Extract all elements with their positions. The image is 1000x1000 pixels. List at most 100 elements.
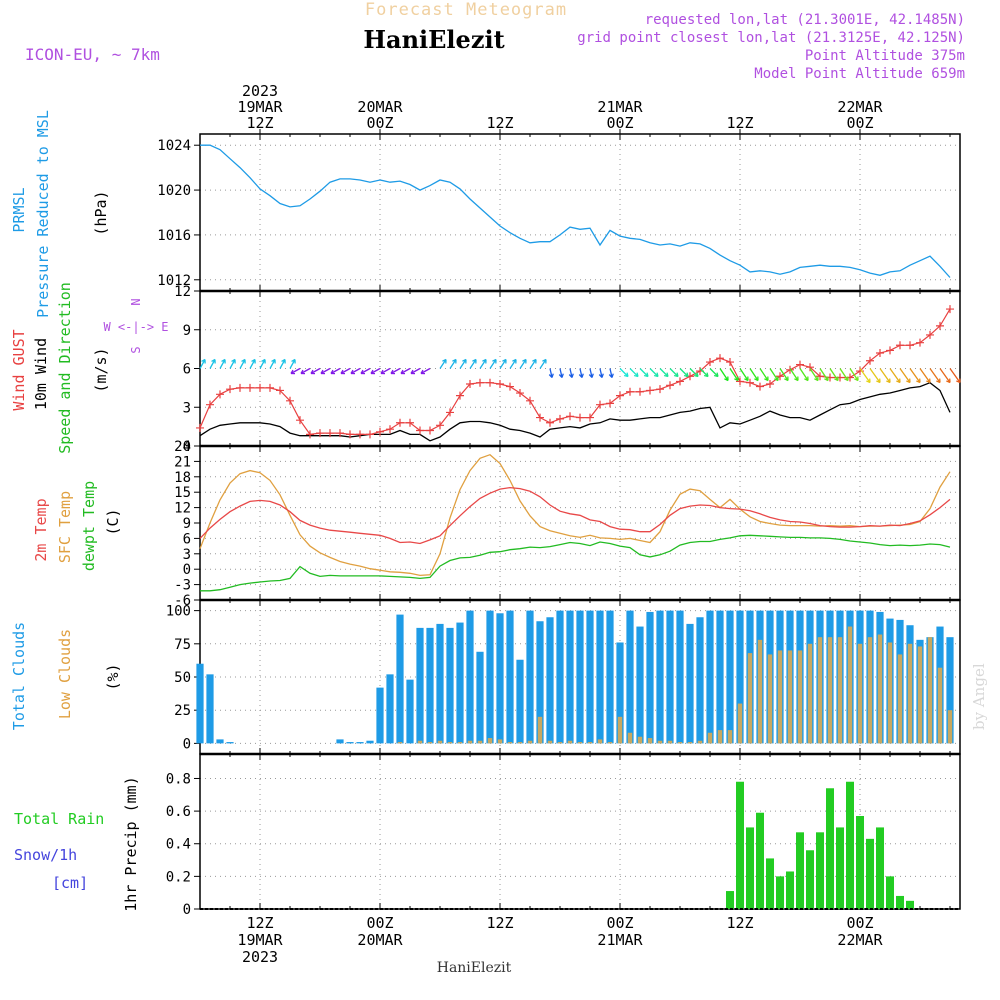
total-clouds-bar [466, 610, 474, 744]
bottom-time-label: 00Z [366, 914, 393, 932]
wind-direction-arrow [219, 359, 226, 369]
pressure-ytick-label: 1024 [157, 138, 191, 154]
top-time-label: 00Z [606, 114, 633, 132]
requested-coords: requested lon,lat (21.3001E, 42.1485N) [645, 12, 965, 28]
top-time-label: 12Z [486, 114, 513, 132]
wind-direction-arrow [239, 359, 246, 369]
wind-direction-arrowhead [764, 376, 769, 382]
wind-direction-arrow [209, 359, 216, 369]
low-clouds-bar [437, 740, 443, 744]
wind-direction-arrow [420, 367, 431, 375]
wind-direction-arrowhead [410, 369, 416, 375]
wind-direction-arrowhead [724, 376, 729, 382]
gust-marker [196, 423, 204, 432]
wind10m-label: 10m Wind [32, 338, 50, 410]
total-clouds-bar [596, 610, 604, 744]
precipitation-ytick-label: 0.6 [166, 804, 191, 820]
wind-ytick-label: 3 [183, 400, 191, 416]
low-clouds-bar [767, 654, 773, 744]
total-clouds-bar [476, 651, 484, 744]
low-clouds-label: Low Clouds [56, 629, 74, 719]
low-clouds-bar [717, 730, 723, 744]
total-clouds-bar [426, 627, 434, 744]
wind-direction-arrow [949, 368, 961, 383]
total-clouds-bar [336, 739, 344, 744]
gust-marker [596, 400, 604, 409]
top-time-label: 00Z [846, 114, 873, 132]
total-rain-label: Total Rain [14, 810, 104, 828]
total-clouds-bar [586, 610, 594, 744]
gust-marker [916, 338, 924, 347]
top-time-label: 19MAR [237, 98, 283, 116]
low-clouds-bar [547, 740, 553, 744]
clouds-unit-label: (%) [104, 663, 122, 690]
rain-bar [806, 850, 814, 909]
rain-bar [766, 858, 774, 909]
precipitation-ytick-label: 0.4 [166, 837, 191, 853]
gust-marker [276, 386, 284, 395]
wind-direction-arrow [380, 367, 391, 375]
wind-direction-arrow [489, 359, 497, 369]
gust-marker [396, 418, 404, 427]
total-clouds-bar [346, 742, 354, 744]
temperature-ytick-label: -6 [174, 593, 191, 609]
gust-marker [946, 305, 954, 314]
precip-axis-label: 1hr Precip (mm) [122, 776, 140, 911]
total-clouds-bar [416, 627, 424, 744]
precipitation-ytick-label: 0 [183, 902, 191, 918]
low-clouds-bar [857, 643, 863, 744]
rain-bar [906, 900, 914, 909]
wind-direction-arrowhead [251, 358, 256, 364]
wind-direction-arrow [719, 368, 729, 381]
total-clouds-bar [376, 687, 384, 744]
wind-direction-arrow [829, 368, 839, 381]
temperature-ytick-label: 6 [183, 531, 191, 547]
low-clouds-bar [947, 710, 953, 744]
wind-direction-arrowhead [568, 373, 574, 378]
low-clouds-bar [777, 650, 783, 744]
bottom-time-label: 12Z [726, 914, 753, 932]
wind-direction-arrow [589, 368, 593, 378]
wind-direction-arrowhead [221, 358, 226, 364]
gust-marker [466, 380, 474, 388]
pressure-short-label: PRMSL [10, 187, 28, 232]
wind-direction-arrowhead [390, 369, 396, 375]
clouds-ytick-label: 25 [174, 703, 191, 719]
wind-direction-arrow [619, 368, 629, 377]
total-clouds-label: Total Clouds [10, 622, 28, 730]
gust-marker [446, 408, 454, 417]
wind-direction-arrowhead [643, 372, 649, 378]
top-time-label: 12Z [246, 114, 273, 132]
total-clouds-bar [636, 626, 644, 744]
wind-direction-arrow [609, 368, 613, 378]
wind-direction-arrow [289, 359, 296, 369]
total-clouds-bar [626, 610, 634, 744]
wind-direction-arrow [629, 368, 639, 377]
wind-direction-arrow [689, 368, 699, 377]
wind-direction-arrow [939, 368, 951, 383]
low-clouds-bar [847, 626, 853, 744]
low-clouds-bar [667, 740, 673, 744]
wind-direction-arrow [879, 368, 891, 383]
total-clouds-bar [196, 663, 204, 744]
bottom-time-label: 12Z [486, 914, 513, 932]
total-clouds-bar [396, 614, 404, 744]
gust-marker [606, 399, 614, 408]
wind-direction-arrowhead [876, 378, 881, 384]
bottom-time-label: 21MAR [597, 931, 643, 949]
wind-direction-arrow [350, 367, 361, 375]
gust-label: Wind GUST [10, 329, 28, 410]
gust-marker [236, 383, 244, 392]
wind-direction-arrowhead [744, 376, 749, 382]
gust-marker [796, 360, 804, 369]
gust-marker [676, 377, 684, 386]
wind-direction-arrowhead [340, 369, 346, 375]
gust-marker [856, 367, 864, 376]
gust-marker [936, 321, 944, 330]
gust-marker [366, 430, 374, 439]
wind-direction-arrow [559, 368, 563, 378]
gust-marker [316, 429, 324, 438]
total-clouds-bar [446, 627, 454, 744]
low-clouds-bar [787, 650, 793, 744]
bottom-time-label: 20MAR [357, 931, 403, 949]
